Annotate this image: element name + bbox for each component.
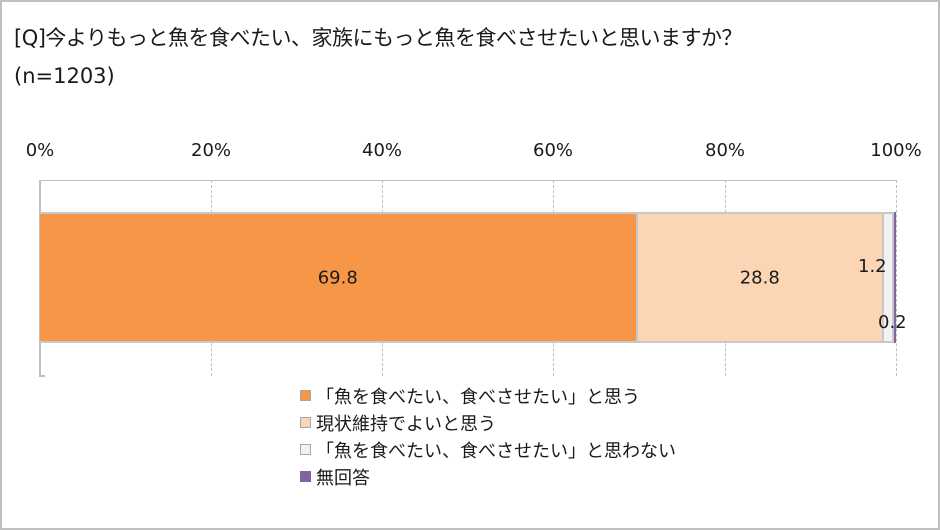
- value-label-not-want: 1.2: [858, 256, 887, 277]
- x-tick-0: 0%: [25, 140, 55, 161]
- legend-label: 「魚を食べたい、食べさせたい」と思わない: [316, 440, 676, 462]
- plot-area: 69.8 28.8 1.2 0.2: [39, 180, 907, 377]
- value-label-no-answer: 0.2: [878, 312, 907, 333]
- chart-title: [Q]今よりもっと魚を食べたい、家族にもっと魚を食べさせたいと思いますか？: [14, 26, 743, 50]
- legend-swatch-icon: [300, 444, 311, 455]
- value-label: 28.8: [739, 267, 780, 288]
- y-axis-tick: [39, 375, 45, 377]
- legend: 「魚を食べたい、食べさせたい」と思う 現状維持でよいと思う 「魚を食べたい、食べ…: [300, 382, 676, 490]
- legend-swatch-icon: [300, 417, 311, 428]
- x-tick-60: 60%: [532, 140, 574, 161]
- x-axis-line: [40, 180, 896, 181]
- stacked-bar: 69.8 28.8: [40, 212, 896, 343]
- bar-segment-no-answer: [894, 212, 896, 343]
- legend-swatch-icon: [300, 390, 311, 401]
- sample-size: (n=1203): [14, 64, 115, 88]
- legend-item-status-quo: 現状維持でよいと思う: [300, 409, 676, 436]
- legend-item-not-want: 「魚を食べたい、食べさせたい」と思わない: [300, 436, 676, 463]
- value-label: 69.8: [317, 267, 358, 288]
- bar-segment-not-want: [884, 212, 895, 343]
- x-tick-80: 80%: [704, 140, 746, 161]
- x-tick-100: 100%: [870, 140, 922, 161]
- x-tick-40: 40%: [361, 140, 403, 161]
- x-tick-20: 20%: [190, 140, 232, 161]
- legend-label: 無回答: [316, 467, 370, 489]
- legend-item-want: 「魚を食べたい、食べさせたい」と思う: [300, 382, 676, 409]
- bar-segment-status-quo: 28.8: [637, 212, 884, 343]
- gridline-100: [896, 180, 897, 376]
- legend-swatch-icon: [300, 471, 311, 482]
- legend-label: 現状維持でよいと思う: [316, 413, 496, 435]
- legend-item-no-answer: 無回答: [300, 463, 676, 490]
- legend-label: 「魚を食べたい、食べさせたい」と思う: [316, 386, 640, 408]
- bar-segment-want: 69.8: [40, 212, 638, 343]
